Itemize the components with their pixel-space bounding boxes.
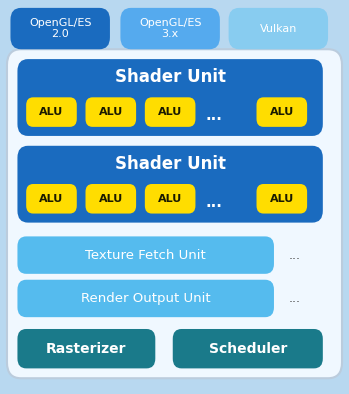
Text: Texture Fetch Unit: Texture Fetch Unit bbox=[86, 249, 206, 262]
FancyBboxPatch shape bbox=[17, 329, 155, 368]
Text: ...: ... bbox=[205, 108, 222, 123]
Text: ALU: ALU bbox=[270, 107, 294, 117]
Text: Scheduler: Scheduler bbox=[209, 342, 287, 356]
FancyBboxPatch shape bbox=[173, 329, 323, 368]
Text: Shader Unit: Shader Unit bbox=[114, 68, 226, 86]
FancyBboxPatch shape bbox=[145, 97, 195, 127]
Text: Vulkan: Vulkan bbox=[260, 24, 297, 33]
FancyBboxPatch shape bbox=[26, 184, 77, 214]
FancyBboxPatch shape bbox=[145, 184, 195, 214]
Text: ...: ... bbox=[289, 292, 301, 305]
Text: ALU: ALU bbox=[99, 107, 123, 117]
Text: ...: ... bbox=[205, 195, 222, 210]
Text: ALU: ALU bbox=[39, 107, 64, 117]
Text: ALU: ALU bbox=[270, 194, 294, 204]
FancyBboxPatch shape bbox=[26, 97, 77, 127]
Text: ALU: ALU bbox=[158, 107, 182, 117]
FancyBboxPatch shape bbox=[229, 8, 328, 49]
FancyBboxPatch shape bbox=[17, 59, 323, 136]
FancyBboxPatch shape bbox=[257, 97, 307, 127]
Text: OpenGL/ES
3.x: OpenGL/ES 3.x bbox=[139, 18, 201, 39]
FancyBboxPatch shape bbox=[86, 184, 136, 214]
Text: Render Output Unit: Render Output Unit bbox=[81, 292, 210, 305]
FancyBboxPatch shape bbox=[17, 280, 274, 317]
FancyBboxPatch shape bbox=[10, 8, 110, 49]
FancyBboxPatch shape bbox=[86, 97, 136, 127]
Text: ALU: ALU bbox=[99, 194, 123, 204]
FancyBboxPatch shape bbox=[257, 184, 307, 214]
Text: Shader Unit: Shader Unit bbox=[114, 154, 226, 173]
Text: ALU: ALU bbox=[39, 194, 64, 204]
FancyBboxPatch shape bbox=[7, 49, 342, 378]
Text: ...: ... bbox=[289, 249, 301, 262]
FancyBboxPatch shape bbox=[17, 146, 323, 223]
FancyBboxPatch shape bbox=[17, 236, 274, 274]
Text: ALU: ALU bbox=[158, 194, 182, 204]
Text: OpenGL/ES
2.0: OpenGL/ES 2.0 bbox=[29, 18, 91, 39]
FancyBboxPatch shape bbox=[120, 8, 220, 49]
Text: Rasterizer: Rasterizer bbox=[46, 342, 127, 356]
